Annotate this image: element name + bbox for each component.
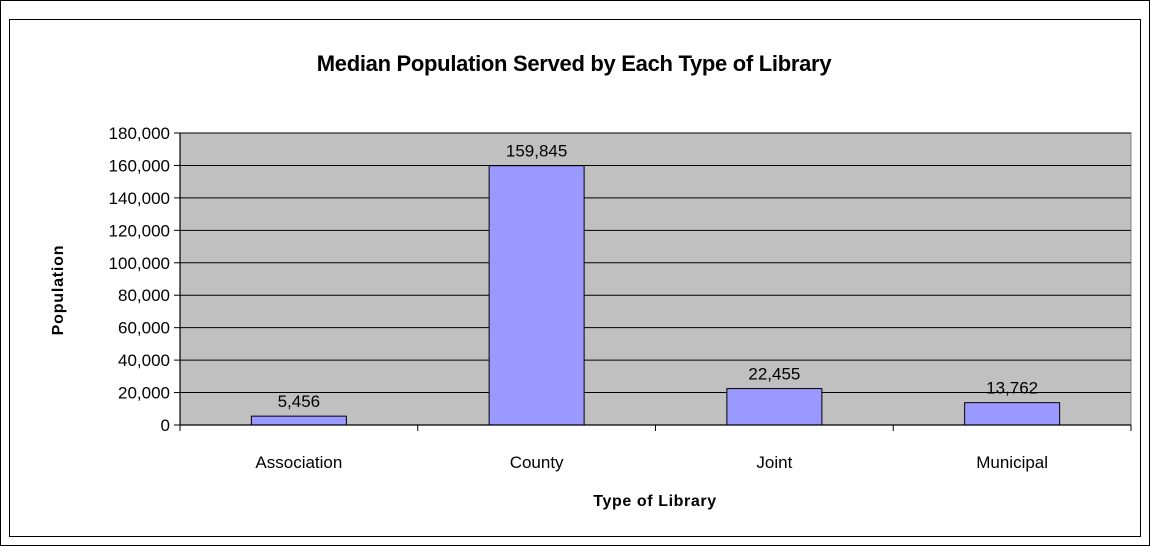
y-axis-label: Population (50, 245, 67, 336)
data-label: 13,762 (986, 379, 1038, 398)
y-tick-label: 100,000 (109, 254, 170, 273)
bar (726, 388, 823, 426)
y-tick-label: 120,000 (109, 221, 170, 240)
y-tick-label: 80,000 (118, 286, 170, 305)
y-tick-label: 180,000 (109, 124, 170, 143)
y-tick-label: 160,000 (109, 156, 170, 175)
y-tick-label: 20,000 (118, 384, 170, 403)
y-tick-label: 140,000 (109, 189, 170, 208)
bar (488, 165, 585, 426)
x-axis-label: Type of Library (593, 493, 716, 510)
data-label: 22,455 (748, 365, 800, 384)
x-tick-label: Municipal (976, 453, 1048, 472)
y-tick-label: 60,000 (118, 319, 170, 338)
data-label: 5,456 (278, 392, 321, 411)
chart-title: Median Population Served by Each Type of… (317, 51, 833, 76)
y-tick-label: 40,000 (118, 351, 170, 370)
plot-area: 0 20,000 40,000 60,000 80,000 100,000 120,000 1… (109, 124, 1132, 472)
bar (964, 402, 1061, 426)
y-tick-label: 0 (161, 416, 170, 435)
x-tick-label: Joint (756, 453, 792, 472)
data-label: 159,845 (506, 142, 567, 161)
x-tick-label: County (510, 453, 564, 472)
bar (250, 415, 347, 426)
x-tick-label: Association (255, 453, 342, 472)
